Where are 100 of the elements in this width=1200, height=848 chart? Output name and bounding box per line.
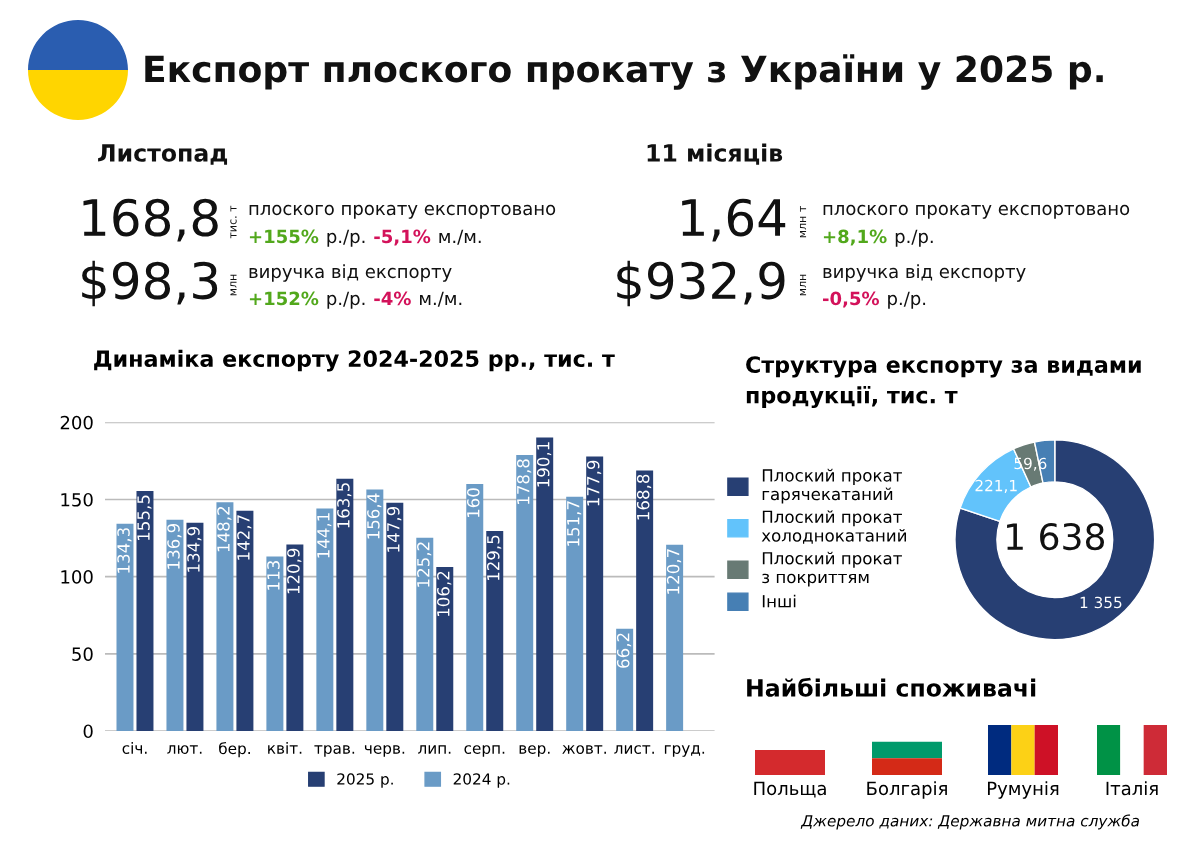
- bar: [216, 502, 234, 731]
- data-label: 148,2: [217, 507, 232, 552]
- y-tick-label: 150: [61, 492, 93, 507]
- data-label: 113: [267, 561, 280, 590]
- data-label: 1 355: [1080, 596, 1122, 609]
- x-tick-label: бер.: [219, 742, 250, 758]
- data-label: 168,8: [636, 474, 652, 520]
- x-tick-label: січ.: [122, 742, 147, 754]
- data-label: 106,2: [437, 571, 452, 617]
- text: Румунія: [987, 781, 1059, 799]
- bar: [116, 523, 134, 731]
- y-tick-label: 50: [72, 647, 93, 661]
- legend-label: Інші: [762, 594, 796, 608]
- data-label: 156,4: [367, 493, 382, 539]
- text: р./р.: [327, 291, 365, 309]
- bar: [236, 510, 254, 731]
- text: +8,1%: [823, 229, 887, 246]
- bar: [136, 490, 154, 731]
- donut-slice: [954, 439, 1156, 641]
- text: $98,3: [82, 260, 218, 307]
- data-label: 66,2: [616, 633, 632, 668]
- data-label: 120,7: [666, 549, 682, 594]
- data-label: 178,8: [516, 459, 532, 504]
- text: Польща: [754, 781, 826, 798]
- text: млн: [799, 274, 807, 296]
- text: 11 місяців: [647, 143, 783, 165]
- x-tick-label: лют.: [167, 745, 202, 754]
- bar: [266, 556, 284, 731]
- text: Джерело даних: Державна митна служба: [800, 814, 1139, 830]
- data-label: 134,9: [187, 527, 202, 572]
- legend-label: 2025 р.: [337, 773, 393, 788]
- text: виручка від експорту: [249, 264, 452, 282]
- data-label: 142,7: [237, 515, 252, 560]
- text: р./р.: [888, 291, 926, 309]
- text: млн т: [799, 205, 807, 238]
- text: Листопад: [98, 144, 228, 165]
- x-tick-label: квіт.: [268, 742, 302, 754]
- x-tick-label: лип.: [418, 745, 451, 754]
- data-label: 163,5: [337, 483, 352, 528]
- data-label: 177,9: [586, 460, 602, 506]
- text: -4%: [374, 291, 411, 306]
- bar: [666, 544, 684, 731]
- chart-title: Динаміка експорту 2024-2025 рр., тис. т: [94, 349, 615, 372]
- text: -0,5%: [822, 291, 879, 308]
- bar: [186, 522, 204, 731]
- text: 168,8: [83, 198, 218, 242]
- data-label: 147,9: [387, 506, 402, 552]
- data-label: 190,1: [536, 442, 552, 487]
- x-tick-label: вер.: [519, 745, 550, 757]
- bar: [436, 567, 454, 731]
- bar: [636, 470, 654, 731]
- legend-label: Плоский прокат гарячекатаний: [762, 468, 902, 504]
- text: плоского прокату експортовано: [249, 204, 556, 219]
- bar: [586, 456, 604, 731]
- legend-label: 2024 р.: [453, 773, 510, 788]
- text: р./р.: [895, 229, 933, 247]
- data-label: 160: [466, 488, 480, 518]
- bar: [486, 531, 504, 731]
- bar: [286, 544, 304, 731]
- text: 1 638: [1007, 522, 1105, 551]
- x-tick-label: черв.: [364, 745, 405, 757]
- bar: [536, 437, 554, 731]
- bar: [466, 484, 484, 731]
- data-label: 120,9: [287, 548, 302, 594]
- text: Найбільші споживачі: [747, 677, 1036, 697]
- data-label: 155,5: [137, 495, 152, 540]
- x-tick-label: трав.: [314, 745, 355, 757]
- x-tick-label: серп.: [464, 745, 505, 757]
- bar: [516, 455, 534, 731]
- x-tick-label: груд.: [664, 745, 705, 757]
- bar: [316, 508, 334, 731]
- bar: [166, 519, 184, 731]
- text: -5,1%: [374, 229, 431, 246]
- text: млн: [230, 274, 237, 296]
- text: тис. т: [230, 205, 237, 239]
- data-label: 136,9: [167, 523, 182, 569]
- data-label: 134,3: [117, 528, 132, 573]
- y-tick-label: 200: [60, 415, 93, 430]
- text: м./м.: [439, 229, 481, 245]
- text: $932,9: [617, 260, 785, 307]
- legend-label: Плоский прокат з покриттям: [762, 551, 902, 587]
- data-label: 144,1: [317, 513, 332, 558]
- text: 1,64: [682, 198, 786, 242]
- y-tick-label: 100: [61, 570, 93, 584]
- bar: [386, 502, 404, 731]
- text: Експорт плоского прокату з України у 2025 р.: [145, 54, 1103, 90]
- bar: [616, 628, 634, 731]
- chart-title: Структура експорту за видами продукції, тис. т: [746, 356, 1141, 409]
- bar: [416, 537, 434, 731]
- data-label: 221,1: [975, 479, 1017, 493]
- bar: [336, 478, 354, 731]
- data-label: 125,2: [417, 542, 432, 587]
- x-tick-label: лист.: [614, 745, 654, 754]
- legend-label: Плоский прокат холоднокатаний: [761, 510, 906, 544]
- text: Італія: [1106, 781, 1158, 796]
- text: +155%: [249, 229, 319, 244]
- text: плоского прокату експортовано: [823, 204, 1130, 219]
- text: +152%: [249, 291, 319, 306]
- text: м./м.: [420, 291, 462, 307]
- y-tick-label: 0: [83, 724, 93, 739]
